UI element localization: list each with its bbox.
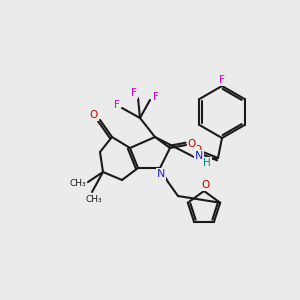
Text: O: O <box>202 180 210 190</box>
Text: F: F <box>153 92 159 102</box>
Text: N: N <box>157 169 165 179</box>
Text: CH₃: CH₃ <box>86 196 102 205</box>
Text: N: N <box>195 151 203 161</box>
Text: F: F <box>131 88 137 98</box>
Text: O: O <box>188 139 196 149</box>
Text: F: F <box>114 100 120 110</box>
Text: H: H <box>203 158 211 168</box>
Text: CH₃: CH₃ <box>70 179 86 188</box>
Text: F: F <box>219 75 225 85</box>
Text: O: O <box>194 145 202 155</box>
Text: O: O <box>90 110 98 120</box>
